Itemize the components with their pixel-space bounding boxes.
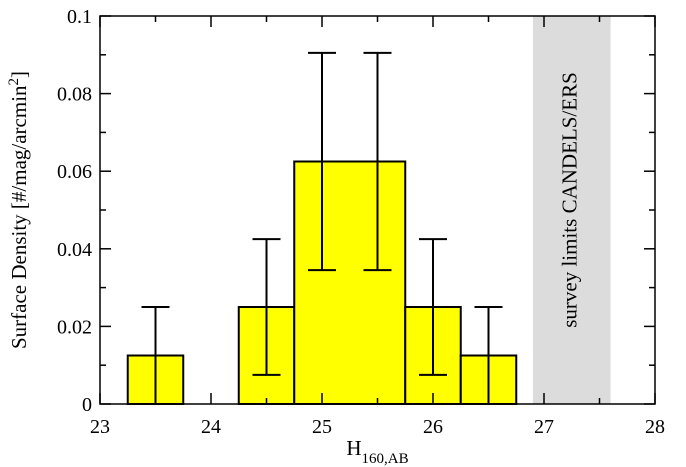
y-tick-label: 0.08 [57, 84, 92, 106]
y-axis-title-suffix: ] [7, 71, 31, 78]
x-axis-title-main: H [346, 436, 361, 460]
survey-limit-region [532, 16, 611, 404]
y-axis-title-main: Surface Density [#/mag/arcmin [7, 85, 31, 349]
x-tick-label: 28 [645, 416, 665, 438]
x-axis-title-subscript: 160,AB [362, 451, 409, 467]
survey-limit-region-layer [532, 16, 611, 404]
survey-limit-label: survey limits CANDELS/ERS [558, 72, 582, 328]
y-tick-label: 0.1 [67, 6, 92, 28]
y-tick-label: 0.04 [57, 239, 92, 261]
error-bar-6 [474, 306, 503, 404]
x-tick-label: 27 [534, 416, 554, 438]
error-bar-2 [252, 238, 281, 376]
error-bar-3 [308, 51, 336, 272]
x-tick-label: 26 [423, 416, 443, 438]
y-axis-title: Surface Density [#/mag/arcmin2] [6, 71, 31, 349]
error-bar-1 [141, 306, 170, 404]
y-axis-title-superscript: 2 [6, 78, 22, 86]
error-bar-4 [363, 51, 392, 272]
error-bars-layer [141, 51, 503, 404]
axis-ticks: 23 24 25 26 27 28 0 0.02 0.04 0.06 0.08 0.1 [57, 6, 665, 438]
error-bar-5 [419, 238, 447, 376]
y-tick-label: 0.02 [57, 316, 92, 338]
histogram-bar-3 [293, 160, 407, 405]
x-tick-label: 24 [201, 416, 221, 438]
x-tick-label: 25 [312, 416, 332, 438]
y-tick-label: 0.06 [57, 161, 92, 183]
x-axis-title: H160,AB [346, 436, 408, 467]
x-tick-label: 23 [90, 416, 110, 438]
y-tick-label: 0 [82, 394, 92, 416]
